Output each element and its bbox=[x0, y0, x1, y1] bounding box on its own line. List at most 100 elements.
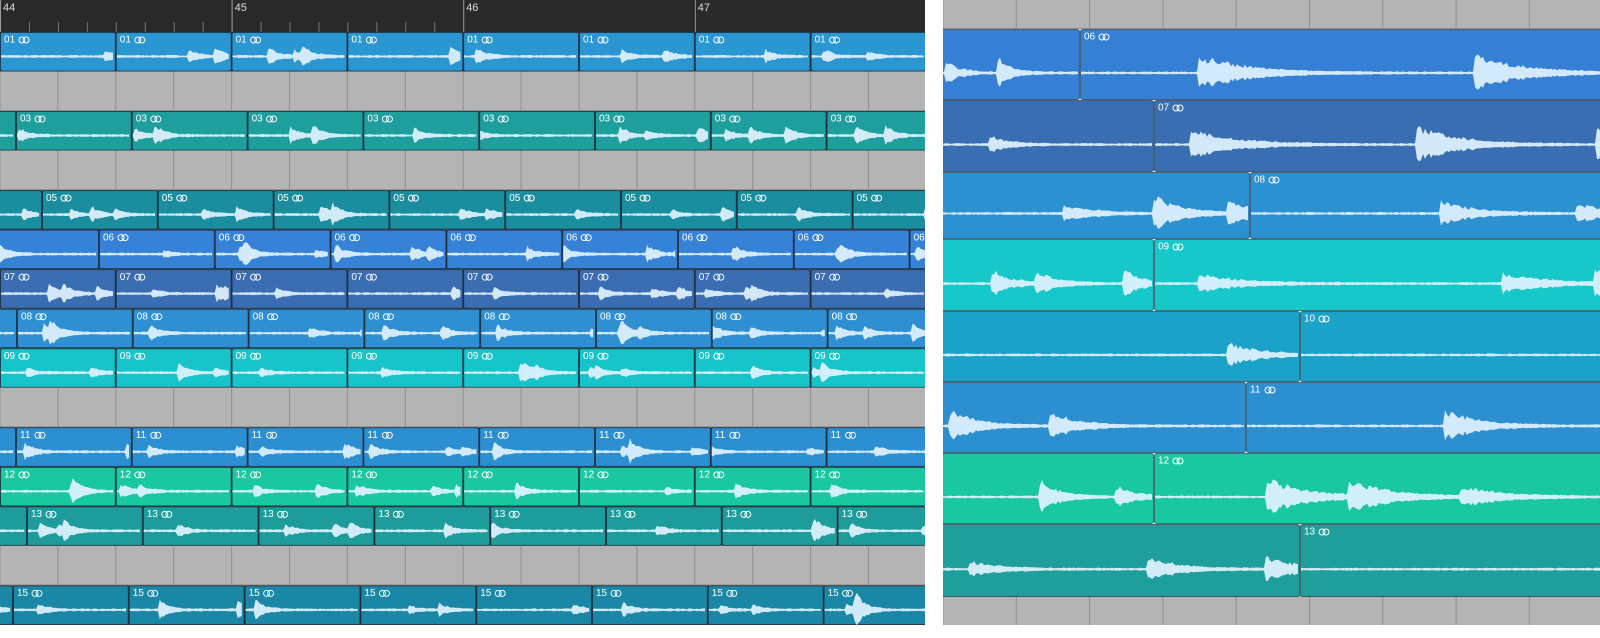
audio-region[interactable] bbox=[924, 29, 1080, 100]
audio-region[interactable]: 06 bbox=[562, 229, 679, 270]
audio-region[interactable]: 09 bbox=[347, 348, 464, 388]
audio-region[interactable]: 07 bbox=[810, 269, 926, 309]
audio-region[interactable] bbox=[0, 427, 16, 467]
audio-region[interactable]: 15 bbox=[13, 585, 129, 625]
audio-region[interactable]: 12 bbox=[231, 466, 348, 507]
audio-region[interactable]: 12 bbox=[347, 466, 464, 507]
audio-region[interactable]: 03 bbox=[595, 111, 711, 151]
audio-region[interactable]: 11 bbox=[826, 427, 942, 467]
audio-region[interactable]: 01 bbox=[231, 32, 348, 72]
audio-region[interactable]: 15 bbox=[360, 585, 477, 625]
audio-region[interactable]: 05 bbox=[42, 190, 158, 230]
audio-region[interactable]: 07 bbox=[579, 269, 695, 309]
audio-region[interactable]: 03 bbox=[710, 111, 827, 151]
audio-region[interactable]: 08 bbox=[827, 308, 943, 349]
audio-region[interactable]: 12 bbox=[0, 466, 116, 507]
audio-region[interactable]: 08 bbox=[596, 308, 712, 349]
audio-region[interactable]: 08 bbox=[132, 308, 249, 349]
audio-region[interactable]: 13 bbox=[374, 506, 491, 546]
audio-region[interactable]: 13 bbox=[606, 506, 722, 546]
audio-region[interactable]: 12 bbox=[1154, 453, 1600, 524]
audio-region[interactable]: 12 bbox=[463, 466, 580, 507]
audio-region[interactable] bbox=[924, 239, 1154, 311]
audio-region[interactable]: 15 bbox=[707, 585, 824, 625]
audio-region[interactable]: 06 bbox=[446, 229, 563, 270]
audio-region[interactable]: 01 bbox=[0, 32, 116, 72]
audio-region[interactable]: 11 bbox=[16, 427, 132, 467]
audio-region[interactable]: 06 bbox=[678, 229, 794, 270]
audio-region[interactable]: 01 bbox=[347, 32, 464, 72]
audio-region[interactable] bbox=[924, 524, 1300, 597]
audio-region[interactable] bbox=[924, 382, 1246, 453]
audio-region[interactable]: 15 bbox=[592, 585, 708, 625]
audio-region[interactable]: 01 bbox=[579, 32, 695, 72]
audio-region[interactable]: 08 bbox=[1250, 172, 1600, 239]
audio-region[interactable]: 13 bbox=[1300, 524, 1600, 597]
audio-region[interactable]: 03 bbox=[826, 111, 942, 151]
audio-region[interactable]: 12 bbox=[694, 466, 811, 507]
audio-region[interactable]: 10 bbox=[1300, 311, 1600, 382]
audio-region[interactable]: 01 bbox=[115, 32, 232, 72]
audio-region[interactable]: 11 bbox=[710, 427, 827, 467]
audio-region[interactable]: 03 bbox=[247, 111, 364, 151]
audio-region[interactable]: 13 bbox=[837, 506, 953, 546]
audio-region[interactable]: 05 bbox=[505, 190, 622, 230]
audio-region[interactable]: 07 bbox=[347, 269, 464, 309]
audio-region[interactable]: 11 bbox=[1246, 382, 1600, 453]
audio-region[interactable]: 12 bbox=[115, 466, 232, 507]
audio-region[interactable]: 03 bbox=[479, 111, 596, 151]
audio-region[interactable]: 08 bbox=[17, 308, 133, 349]
audio-region[interactable]: 11 bbox=[595, 427, 711, 467]
audio-region[interactable]: 09 bbox=[115, 348, 232, 388]
audio-region[interactable]: 13 bbox=[258, 506, 375, 546]
audio-region[interactable]: 09 bbox=[463, 348, 580, 388]
audio-region[interactable]: 13 bbox=[721, 506, 838, 546]
audio-region[interactable]: 07 bbox=[1154, 100, 1600, 172]
audio-region[interactable]: 01 bbox=[463, 32, 580, 72]
audio-region[interactable]: 05 bbox=[389, 190, 506, 230]
audio-region[interactable]: 05 bbox=[621, 190, 737, 230]
audio-region[interactable]: 09 bbox=[0, 348, 116, 388]
audio-region[interactable]: 07 bbox=[115, 269, 232, 309]
audio-region[interactable]: 06 bbox=[214, 229, 331, 270]
audio-region[interactable]: 07 bbox=[694, 269, 811, 309]
audio-region[interactable]: 13 bbox=[27, 506, 143, 546]
audio-region[interactable]: 12 bbox=[810, 466, 926, 507]
audio-region[interactable]: 11 bbox=[479, 427, 596, 467]
audio-region[interactable]: 15 bbox=[244, 585, 361, 625]
audio-region[interactable]: 01 bbox=[810, 32, 926, 72]
audio-region[interactable]: 07 bbox=[231, 269, 348, 309]
audio-region[interactable]: 08 bbox=[480, 308, 597, 349]
audio-region[interactable] bbox=[924, 100, 1154, 172]
audio-region[interactable]: 05 bbox=[273, 190, 390, 230]
audio-region[interactable]: 06 bbox=[99, 229, 215, 270]
audio-region[interactable]: 11 bbox=[131, 427, 248, 467]
audio-region[interactable]: 08 bbox=[711, 308, 828, 349]
audio-region[interactable] bbox=[924, 453, 1154, 524]
audio-region[interactable]: 15 bbox=[476, 585, 593, 625]
audio-region[interactable]: 15 bbox=[823, 585, 939, 625]
audio-region[interactable]: 09 bbox=[579, 348, 695, 388]
audio-region[interactable]: 13 bbox=[142, 506, 259, 546]
audio-region[interactable]: 15 bbox=[128, 585, 245, 625]
audio-region[interactable]: 06 bbox=[909, 229, 1025, 270]
audio-region[interactable]: 07 bbox=[463, 269, 580, 309]
audio-region[interactable]: 03 bbox=[363, 111, 480, 151]
audio-region[interactable] bbox=[0, 585, 13, 625]
audio-region[interactable]: 03 bbox=[16, 111, 132, 151]
audio-region[interactable]: 07 bbox=[0, 269, 116, 309]
audio-region[interactable]: 06 bbox=[330, 229, 447, 270]
audio-region[interactable]: 05 bbox=[852, 190, 968, 230]
audio-region[interactable]: 03 bbox=[131, 111, 248, 151]
audio-region[interactable]: 06 bbox=[1080, 29, 1600, 100]
audio-region[interactable]: 12 bbox=[579, 466, 695, 507]
audio-region[interactable] bbox=[0, 190, 42, 230]
audio-region[interactable]: 09 bbox=[1154, 239, 1600, 311]
audio-region[interactable]: 01 bbox=[694, 32, 811, 72]
audio-region[interactable]: 09 bbox=[231, 348, 348, 388]
audio-region[interactable]: 08 bbox=[364, 308, 481, 349]
audio-region[interactable]: 09 bbox=[810, 348, 926, 388]
audio-region[interactable] bbox=[924, 172, 1250, 239]
audio-region[interactable] bbox=[0, 506, 27, 546]
audio-region[interactable]: 11 bbox=[363, 427, 480, 467]
